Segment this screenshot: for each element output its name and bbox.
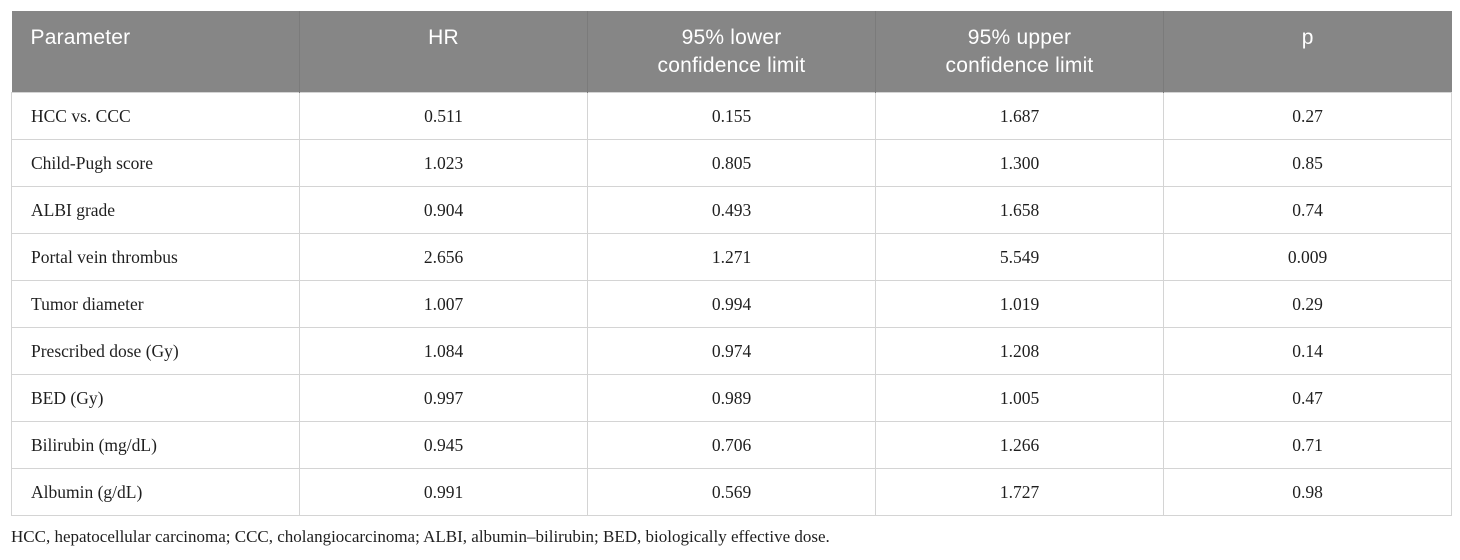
cell-p: 0.47 xyxy=(1163,374,1452,422)
cell-lower_cl: 0.155 xyxy=(587,92,876,140)
cell-p: 0.74 xyxy=(1163,186,1452,234)
table-figure: Parameter HR 95% lower confidence limit 95%… xyxy=(11,11,1452,548)
table-row: ALBI grade 0.904 0.493 1.658 0.74 xyxy=(11,186,1452,234)
table-row: Child-Pugh score 1.023 0.805 1.300 0.85 xyxy=(11,139,1452,187)
column-header-parameter: Parameter xyxy=(11,11,300,93)
cell-hr: 1.084 xyxy=(299,327,588,375)
cell-parameter: Tumor diameter xyxy=(11,280,300,328)
cell-upper_cl: 1.005 xyxy=(875,374,1164,422)
cell-lower_cl: 0.805 xyxy=(587,139,876,187)
table-row: HCC vs. CCC 0.511 0.155 1.687 0.27 xyxy=(11,92,1452,140)
cell-p: 0.71 xyxy=(1163,421,1452,469)
cell-lower_cl: 0.569 xyxy=(587,468,876,516)
cell-lower_cl: 0.994 xyxy=(587,280,876,328)
cell-p: 0.98 xyxy=(1163,468,1452,516)
column-header-upper_cl: 95% upper confidence limit xyxy=(875,11,1164,93)
cell-parameter: Albumin (g/dL) xyxy=(11,468,300,516)
table-row: Bilirubin (mg/dL) 0.945 0.706 1.266 0.71 xyxy=(11,421,1452,469)
table-header: Parameter HR 95% lower confidence limit 95%… xyxy=(11,11,1452,93)
cell-parameter: ALBI grade xyxy=(11,186,300,234)
cell-parameter: BED (Gy) xyxy=(11,374,300,422)
cell-hr: 0.511 xyxy=(299,92,588,140)
cell-hr: 0.945 xyxy=(299,421,588,469)
cell-p: 0.27 xyxy=(1163,92,1452,140)
table-body: HCC vs. CCC 0.511 0.155 1.687 0.27 Child-Pugh… xyxy=(11,92,1452,516)
cell-parameter: Portal vein thrombus xyxy=(11,233,300,281)
column-header-hr: HR xyxy=(299,11,588,93)
cell-p: 0.29 xyxy=(1163,280,1452,328)
cox-regression-table: Parameter HR 95% lower confidence limit 95%… xyxy=(11,11,1452,516)
table-row: BED (Gy) 0.997 0.989 1.005 0.47 xyxy=(11,374,1452,422)
cell-parameter: HCC vs. CCC xyxy=(11,92,300,140)
column-header-p: p xyxy=(1163,11,1452,93)
cell-lower_cl: 1.271 xyxy=(587,233,876,281)
cell-lower_cl: 0.974 xyxy=(587,327,876,375)
cell-lower_cl: 0.493 xyxy=(587,186,876,234)
cell-hr: 0.991 xyxy=(299,468,588,516)
header-row: Parameter HR 95% lower confidence limit 95%… xyxy=(11,11,1452,93)
cell-parameter: Child-Pugh score xyxy=(11,139,300,187)
cell-hr: 0.997 xyxy=(299,374,588,422)
cell-upper_cl: 5.549 xyxy=(875,233,1164,281)
cell-lower_cl: 0.989 xyxy=(587,374,876,422)
cell-p: 0.009 xyxy=(1163,233,1452,281)
cell-upper_cl: 1.658 xyxy=(875,186,1164,234)
cell-upper_cl: 1.300 xyxy=(875,139,1164,187)
cell-hr: 1.023 xyxy=(299,139,588,187)
cell-lower_cl: 0.706 xyxy=(587,421,876,469)
cell-upper_cl: 1.019 xyxy=(875,280,1164,328)
table-row: Portal vein thrombus 2.656 1.271 5.549 0.009 xyxy=(11,233,1452,281)
cell-hr: 0.904 xyxy=(299,186,588,234)
cell-p: 0.85 xyxy=(1163,139,1452,187)
table-row: Albumin (g/dL) 0.991 0.569 1.727 0.98 xyxy=(11,468,1452,516)
cell-upper_cl: 1.687 xyxy=(875,92,1164,140)
cell-parameter: Bilirubin (mg/dL) xyxy=(11,421,300,469)
cell-parameter: Prescribed dose (Gy) xyxy=(11,327,300,375)
table-row: Tumor diameter 1.007 0.994 1.019 0.29 xyxy=(11,280,1452,328)
cell-p: 0.14 xyxy=(1163,327,1452,375)
cell-upper_cl: 1.208 xyxy=(875,327,1164,375)
table-row: Prescribed dose (Gy) 1.084 0.974 1.208 0.14 xyxy=(11,327,1452,375)
table-footnote: HCC, hepatocellular carcinoma; CCC, chol… xyxy=(11,527,830,546)
cell-upper_cl: 1.266 xyxy=(875,421,1164,469)
cell-hr: 2.656 xyxy=(299,233,588,281)
cell-hr: 1.007 xyxy=(299,280,588,328)
column-header-lower_cl: 95% lower confidence limit xyxy=(587,11,876,93)
cell-upper_cl: 1.727 xyxy=(875,468,1164,516)
